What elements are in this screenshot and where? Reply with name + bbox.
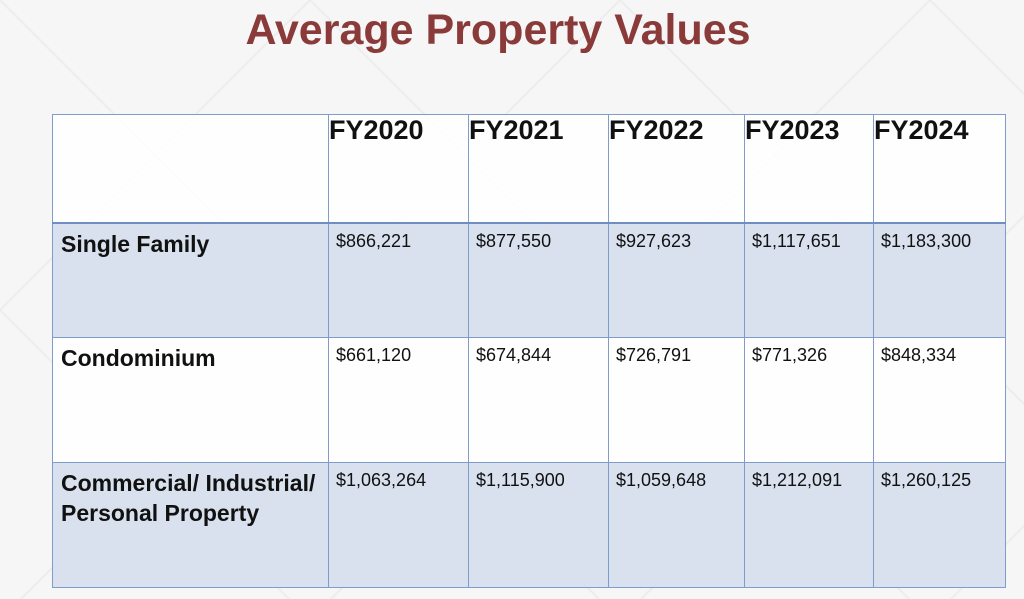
column-header-fy2022: FY2022: [608, 114, 745, 224]
page-title: Average Property Values: [245, 6, 751, 54]
column-header-fy2023: FY2023: [744, 114, 874, 224]
table-cell: $927,623: [608, 222, 745, 338]
table-row-single-family: Single Family $866,221 $877,550 $927,623…: [52, 222, 1006, 338]
table-cell: $848,334: [873, 337, 1006, 463]
property-values-table: FY2020 FY2021 FY2022 FY2023 FY2024 Singl…: [52, 114, 1006, 588]
table-cell: $726,791: [608, 337, 745, 463]
table-cell: $1,059,648: [608, 462, 745, 588]
table-cell: $1,117,651: [744, 222, 874, 338]
table-cell: $866,221: [328, 222, 469, 338]
column-header-fy2020: FY2020: [328, 114, 469, 224]
table-cell: $1,183,300: [873, 222, 1006, 338]
table-cell: $771,326: [744, 337, 874, 463]
column-header-fy2024: FY2024: [873, 114, 1006, 224]
table-cell: $1,115,900: [468, 462, 609, 588]
header-corner-cell: [52, 114, 329, 224]
row-label: Commercial/ Industrial/ Personal Propert…: [52, 462, 329, 588]
table-cell: $674,844: [468, 337, 609, 463]
header-row: FY2020 FY2021 FY2022 FY2023 FY2024: [52, 114, 1006, 224]
table-cell: $661,120: [328, 337, 469, 463]
table-row-commercial: Commercial/ Industrial/ Personal Propert…: [52, 462, 1006, 588]
column-header-fy2021: FY2021: [468, 114, 609, 224]
row-label: Condominium: [52, 337, 329, 463]
table-cell: $1,260,125: [873, 462, 1006, 588]
table-cell: $1,063,264: [328, 462, 469, 588]
table-cell: $877,550: [468, 222, 609, 338]
table-row-condominium: Condominium $661,120 $674,844 $726,791 $…: [52, 337, 1006, 463]
table-cell: $1,212,091: [744, 462, 874, 588]
row-label: Single Family: [52, 222, 329, 338]
